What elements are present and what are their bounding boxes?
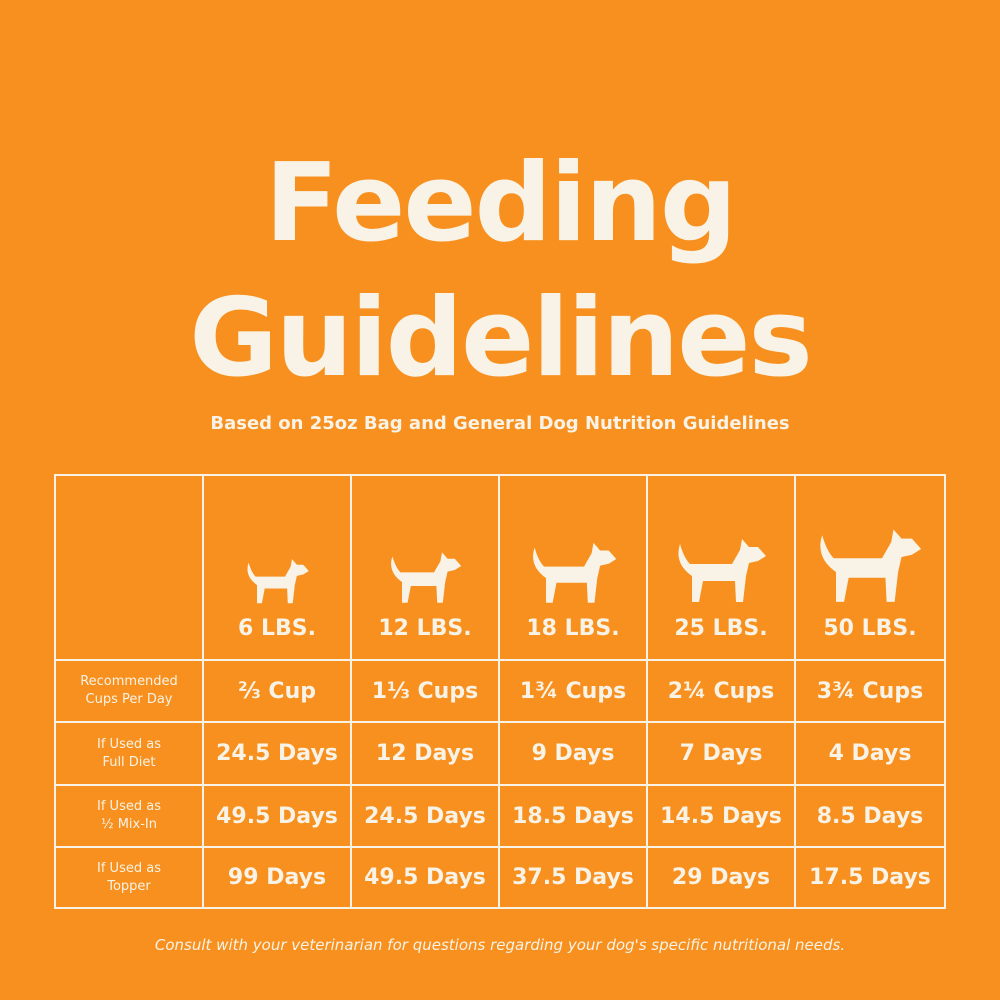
table-cell: 3¾ Cups	[794, 659, 946, 723]
table-cell: 12 Days	[350, 721, 500, 786]
dog-shape	[819, 528, 921, 602]
title-line: Feeding	[264, 141, 737, 266]
row-label-text: If Used as Topper	[97, 860, 161, 896]
row-label-line: If Used as	[97, 799, 161, 814]
dog-shape	[247, 559, 309, 604]
dog-icon	[532, 542, 616, 603]
dog-icon	[247, 559, 309, 604]
table-cell: 14.5 Days	[646, 784, 796, 848]
row-label-line: If Used as	[97, 736, 161, 752]
column-header: 25 LBS.	[646, 474, 796, 661]
table-cell: 49.5 Days	[202, 784, 352, 848]
row-label-text: Recommended Cups Per Day	[80, 673, 178, 709]
table-cell: 8.5 Days	[794, 784, 946, 848]
dog-icon	[819, 528, 921, 602]
row-label-text: If Used as ½ Mix-In	[97, 798, 161, 834]
table-cell: 37.5 Days	[498, 846, 648, 909]
footnote: Consult with your veterinarian for quest…	[154, 936, 846, 954]
row-label: If Used as Full Diet	[54, 721, 204, 786]
table-cell: 9 Days	[498, 721, 648, 786]
table-cell: 29 Days	[646, 846, 796, 909]
row-label-line: Full Diet	[102, 754, 156, 770]
column-header: 50 LBS.	[794, 474, 946, 661]
row-label-line: If Used as	[97, 860, 161, 876]
column-header: 18 LBS.	[498, 474, 648, 661]
subtitle: Based on 25oz Bag and General Dog Nutrit…	[210, 413, 790, 434]
table-cell: 17.5 Days	[794, 846, 946, 909]
row-label-text: If Used as Full Diet	[97, 736, 161, 772]
dog-shape	[532, 542, 616, 603]
row-label-line: ½ Mix-In	[100, 817, 157, 832]
table-cell: 1¾ Cups	[498, 659, 648, 723]
column-header: 6 LBS.	[202, 474, 352, 661]
table-cell: 18.5 Days	[498, 784, 648, 848]
dog-icon	[391, 552, 462, 603]
row-label: Recommended Cups Per Day	[54, 659, 204, 723]
row-label-line: Topper	[107, 878, 151, 894]
table-cell: 2¼ Cups	[646, 659, 796, 723]
column-header: 12 LBS.	[350, 474, 500, 661]
table-cell: 1⅓ Cups	[350, 659, 500, 723]
title-line: Guidelines	[189, 276, 813, 401]
column-label: 25 LBS.	[674, 616, 768, 641]
dog-icon	[678, 539, 766, 602]
dog-shape	[391, 552, 462, 603]
column-label: 50 LBS.	[823, 616, 917, 641]
table-cell: ⅔ Cup	[202, 659, 352, 723]
table-cell: 24.5 Days	[350, 784, 500, 848]
column-label: 6 LBS.	[238, 616, 316, 641]
table-cell: 49.5 Days	[350, 846, 500, 909]
table-cell: 99 Days	[202, 846, 352, 909]
row-label: If Used as Topper	[54, 846, 204, 909]
column-label: 12 LBS.	[378, 616, 472, 641]
row-label-line: Cups Per Day	[85, 692, 173, 707]
row-label: If Used as ½ Mix-In	[54, 784, 204, 848]
column-label: 18 LBS.	[526, 616, 620, 641]
corner-cell	[54, 474, 204, 661]
dog-shape	[678, 539, 766, 602]
row-label-line: Recommended	[80, 674, 178, 689]
table-cell: 4 Days	[794, 721, 946, 786]
table-cell: 24.5 Days	[202, 721, 352, 786]
table-cell: 7 Days	[646, 721, 796, 786]
